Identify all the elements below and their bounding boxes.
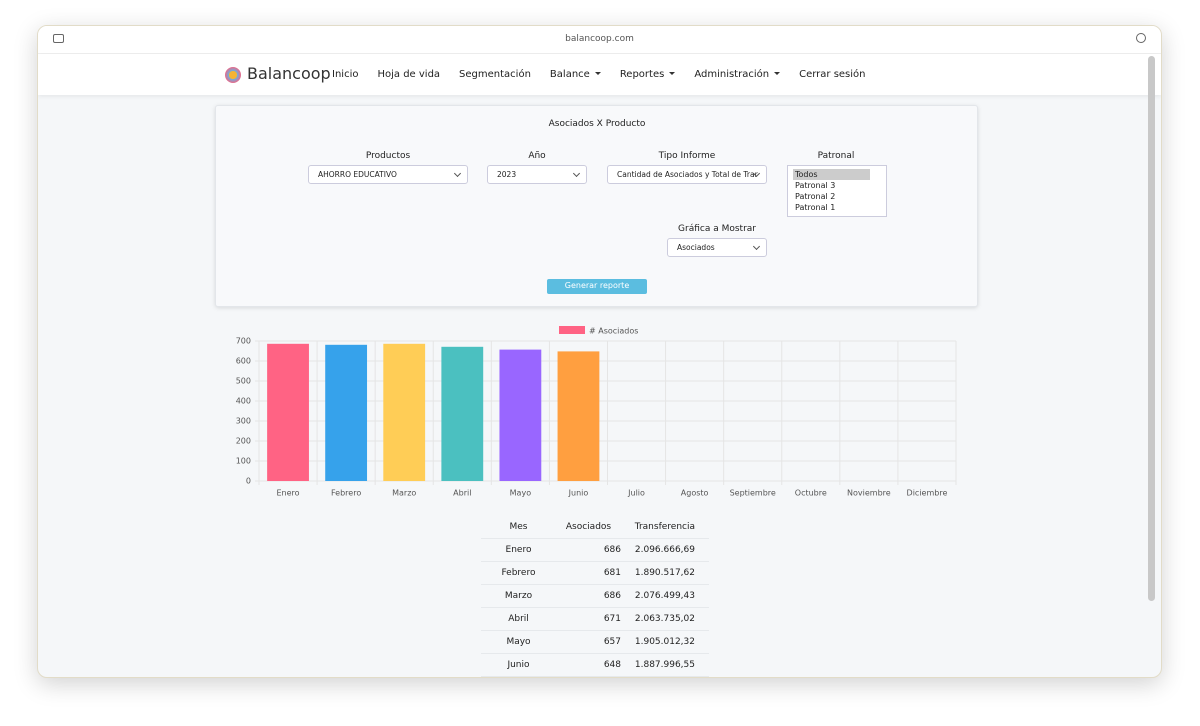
table-cell: Junio [507,660,530,670]
list-option[interactable]: Todos [793,169,870,180]
url[interactable]: balancoop.com [565,34,634,44]
header-cell: Transferencia [634,522,695,532]
table-header: Mes Asociados Transferencia [481,516,709,539]
field-label: Gráfica a Mostrar [678,224,756,234]
table-cell: 657 [603,637,621,647]
table-cell: 2.096.666,69 [634,545,695,555]
bar [383,343,426,481]
x-tick-label: Enero [277,489,300,498]
bar [441,346,484,481]
table: Mes Asociados Transferencia Enero 686 2.096.6… [481,516,709,677]
nav-item[interactable]: Balance [550,69,601,80]
table-cell: 1.890.517,62 [634,568,695,578]
field-label: Productos [365,151,411,161]
legend-swatch [559,326,585,334]
x-tick-label: Julio [627,489,645,498]
table-cell: 671 [603,614,621,624]
list-option[interactable]: Patronal 3 [795,181,836,190]
nav-item[interactable]: Inicio [332,69,359,80]
select[interactable]: Asociados [667,238,767,257]
table-row: Febrero 681 1.890.517,62 [481,562,709,585]
x-tick-label: Junio [568,489,589,498]
table-cell: Febrero [501,568,536,578]
nav-item[interactable]: Segmentación [459,69,531,80]
bar [557,351,600,481]
table-row: Junio 648 1.887.996,55 [481,654,709,677]
table-cell: Abril [508,614,529,624]
brand-logo [225,67,241,83]
table-row: Mayo 657 1.905.012,32 [481,631,709,654]
y-tick-label: 200 [236,437,251,446]
x-tick-label: Octubre [795,489,827,498]
listbox[interactable]: Todos Patronal 3 Patronal 2 Patronal 1 [787,165,887,217]
y-tick-label: 300 [236,417,251,426]
table-cell: 686 [603,545,621,555]
brand[interactable]: Balancoop [247,64,331,83]
bar [325,344,368,481]
x-tick-label: Septiembre [730,489,776,498]
x-tick-label: Diciembre [907,489,948,498]
chart: 0 100 200 300 400 500 600 700 # Asociados Enero Fe… [236,326,957,498]
y-tick-label: 100 [236,457,251,466]
x-tick-label: Febrero [331,489,361,498]
field-label: Tipo Informe [658,151,716,161]
toolbar: balancoop.com [38,26,1161,54]
navbar: Balancoop Inicio Hoja de vida Segmentación… [38,54,1161,95]
x-tick-label: Mayo [510,489,532,498]
list-option[interactable]: Patronal 2 [795,192,836,201]
header-cell: Asociados [565,522,612,532]
select[interactable]: Cantidad de Asociados y Total de Trar [607,165,767,184]
sidebar-icon[interactable] [53,34,64,43]
y-tick-label: 500 [236,377,251,386]
nav-item[interactable]: Cerrar sesión [799,69,866,80]
y-tick-label: 400 [236,397,251,406]
field-label: Patronal [817,151,855,161]
y-tick-label: 0 [246,477,251,486]
nav-item[interactable]: Hoja de vida [377,69,441,80]
y-tick-label: 700 [236,337,251,346]
submit-button[interactable]: Generar reporte [547,279,647,294]
bar [267,343,309,481]
legend-label: # Asociados [589,327,638,336]
table-cell: 1.905.012,32 [634,637,695,647]
table-cell: 2.076.499,43 [634,591,695,601]
x-tick-label: Noviembre [847,489,891,498]
table-cell: 681 [603,568,621,578]
table-row: Abril 671 2.063.735,02 [481,608,709,631]
select[interactable]: 2023 [487,165,587,184]
x-tick-label: Agosto [681,489,709,498]
nav-item[interactable]: Administración [694,69,780,80]
table-row: Enero 686 2.096.666,69 [481,539,709,562]
field-label: Año [528,151,546,161]
nav-item[interactable]: Reportes [620,69,676,80]
table-cell: 2.063.735,02 [634,614,695,624]
table-cell: Mayo [506,637,531,647]
browser-window: balancoop.com Balancoop Inicio Hoja de vi… [37,25,1162,678]
table-cell: Marzo [504,591,533,601]
x-tick-label: Abril [453,489,471,498]
table-row: Marzo 686 2.076.499,43 [481,585,709,608]
table-cell: 1.887.996,55 [634,660,695,670]
y-tick-label: 600 [236,357,251,366]
bar [499,349,542,481]
header-cell: Mes [509,522,528,532]
list-option[interactable]: Patronal 1 [795,203,836,212]
table-cell: 648 [603,660,621,670]
table-cell: Enero [505,545,532,555]
nav-items: Inicio Hoja de vida Segmentación Balance Rep… [332,54,866,95]
select[interactable]: AHORRO EDUCATIVO [308,165,468,184]
form-title: Asociados X Producto [548,119,646,129]
x-tick-label: Marzo [392,489,416,498]
table-cell: 686 [603,591,621,601]
scrollbar[interactable] [1148,56,1155,601]
form-card: Asociados X Producto Productos AHORRO ED… [215,105,978,307]
tab-icon[interactable] [1136,33,1146,43]
